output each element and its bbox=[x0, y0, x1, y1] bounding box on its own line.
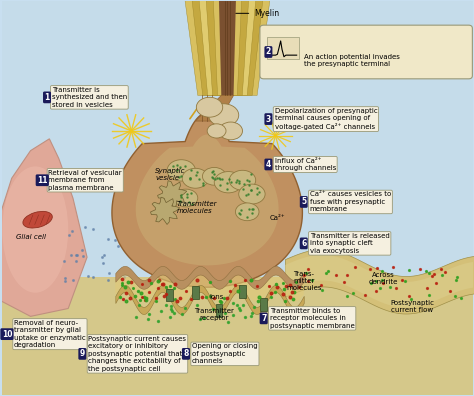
Ellipse shape bbox=[202, 168, 226, 185]
Polygon shape bbox=[0, 139, 87, 316]
FancyBboxPatch shape bbox=[260, 25, 473, 79]
Ellipse shape bbox=[209, 104, 239, 126]
Ellipse shape bbox=[196, 97, 223, 117]
Text: 11: 11 bbox=[37, 176, 47, 185]
Polygon shape bbox=[136, 135, 279, 265]
Ellipse shape bbox=[207, 124, 226, 138]
Text: Postsynaptic
current flow: Postsynaptic current flow bbox=[390, 300, 434, 313]
Bar bbox=[2, 277, 474, 395]
Text: Retrieval of vesicular
membrane from
plasma membrane: Retrieval of vesicular membrane from pla… bbox=[48, 170, 122, 191]
Ellipse shape bbox=[229, 170, 255, 190]
Text: Myelin: Myelin bbox=[236, 9, 279, 18]
Polygon shape bbox=[157, 181, 187, 208]
Ellipse shape bbox=[236, 203, 259, 221]
Ellipse shape bbox=[239, 184, 265, 204]
Polygon shape bbox=[199, 1, 255, 95]
Text: Transmitter binds to
receptor molecules in
postsynaptic membrane: Transmitter binds to receptor molecules … bbox=[270, 308, 355, 329]
Polygon shape bbox=[112, 113, 302, 287]
Text: Depolarization of presynaptic
terminal causes opening of
voltage-gated Ca²⁺ chan: Depolarization of presynaptic terminal c… bbox=[274, 108, 377, 130]
Text: 4: 4 bbox=[266, 160, 271, 169]
Text: Transmitter is
synthesized and then
stored in vesicles: Transmitter is synthesized and then stor… bbox=[52, 87, 127, 108]
Ellipse shape bbox=[167, 160, 195, 181]
Text: 1: 1 bbox=[45, 93, 50, 102]
Bar bbox=[192, 286, 199, 299]
Text: Ions: Ions bbox=[210, 294, 224, 300]
Text: Influx of Ca²⁺
through channels: Influx of Ca²⁺ through channels bbox=[274, 158, 336, 171]
Text: Postsynaptic current causes
excitatory or inhibitory
postsynaptic potential that: Postsynaptic current causes excitatory o… bbox=[89, 336, 186, 372]
Text: 2: 2 bbox=[266, 48, 271, 57]
Ellipse shape bbox=[2, 166, 68, 293]
Bar bbox=[2, 1, 474, 285]
Text: Transmitter
molecules: Transmitter molecules bbox=[176, 201, 217, 214]
Text: 10: 10 bbox=[2, 329, 12, 339]
Text: Opening or closing
of postsynaptic
channels: Opening or closing of postsynaptic chann… bbox=[192, 343, 258, 364]
Text: Ca²⁺ causes vesicles to
fuse with presynaptic
membrane: Ca²⁺ causes vesicles to fuse with presyn… bbox=[310, 191, 391, 212]
Text: 5: 5 bbox=[301, 198, 306, 206]
Polygon shape bbox=[195, 95, 234, 121]
Polygon shape bbox=[213, 1, 242, 95]
Polygon shape bbox=[151, 197, 180, 225]
Text: 3: 3 bbox=[266, 114, 271, 124]
Bar bbox=[267, 37, 299, 59]
Text: 6: 6 bbox=[301, 239, 306, 248]
Ellipse shape bbox=[214, 171, 243, 193]
Bar bbox=[216, 304, 222, 317]
Ellipse shape bbox=[174, 189, 198, 207]
Text: Transmitter
receptor: Transmitter receptor bbox=[194, 308, 234, 321]
Ellipse shape bbox=[23, 211, 52, 228]
Polygon shape bbox=[219, 1, 236, 95]
Text: Glial cell: Glial cell bbox=[16, 234, 46, 240]
Text: Removal of neuro-
transmitter by glial
uptake or enzymatic
degradation: Removal of neuro- transmitter by glial u… bbox=[14, 320, 86, 348]
Text: An action potential invades
the presynaptic terminal: An action potential invades the presynap… bbox=[304, 54, 400, 67]
Text: Across
dendrite: Across dendrite bbox=[369, 272, 399, 286]
Text: Transmitter is released
into synaptic cleft
via exocytosis: Transmitter is released into synaptic cl… bbox=[310, 233, 390, 254]
Text: Synaptic
vesicle: Synaptic vesicle bbox=[155, 168, 186, 181]
Text: Ca²⁺: Ca²⁺ bbox=[270, 215, 285, 221]
Ellipse shape bbox=[219, 122, 243, 140]
Text: Trans-
mitter
molecules: Trans- mitter molecules bbox=[286, 271, 321, 291]
Text: 7: 7 bbox=[261, 314, 266, 323]
Polygon shape bbox=[206, 1, 249, 95]
Polygon shape bbox=[192, 1, 263, 95]
Bar bbox=[260, 299, 267, 311]
Text: 9: 9 bbox=[80, 349, 85, 358]
Text: 8: 8 bbox=[183, 349, 189, 358]
Ellipse shape bbox=[182, 168, 209, 188]
Bar bbox=[166, 289, 173, 301]
Polygon shape bbox=[185, 1, 270, 95]
Bar bbox=[239, 285, 246, 297]
